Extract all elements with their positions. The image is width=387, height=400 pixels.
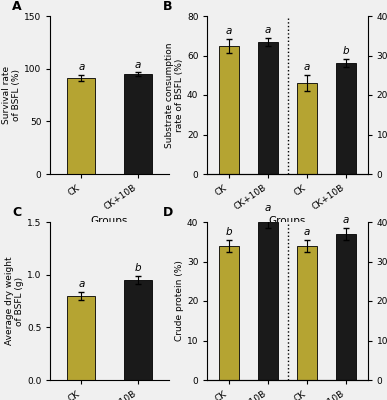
Text: b: b	[226, 227, 232, 237]
Text: b: b	[134, 263, 141, 273]
Bar	[336, 234, 356, 380]
Text: a: a	[304, 227, 310, 237]
Text: a: a	[265, 203, 271, 213]
Bar	[123, 74, 152, 174]
Bar	[297, 246, 317, 380]
Text: a: a	[265, 25, 271, 35]
Y-axis label: Substrate consumption
rate of BSFL (%): Substrate consumption rate of BSFL (%)	[165, 42, 184, 148]
Text: D: D	[163, 206, 173, 219]
Bar	[297, 83, 317, 174]
Text: a: a	[343, 215, 349, 225]
Text: a: a	[78, 279, 84, 289]
Y-axis label: Crude protein (%): Crude protein (%)	[175, 260, 184, 342]
Text: b: b	[343, 46, 349, 56]
Bar	[336, 63, 356, 174]
Text: C: C	[12, 206, 22, 219]
Text: a: a	[226, 26, 232, 36]
Bar	[258, 42, 278, 174]
Y-axis label: Average dry weight
of BSFL (g): Average dry weight of BSFL (g)	[5, 257, 24, 345]
Bar	[67, 78, 96, 174]
Bar	[219, 246, 239, 380]
X-axis label: Groups: Groups	[269, 216, 306, 226]
Text: a: a	[78, 62, 84, 72]
Bar	[258, 222, 278, 380]
Text: A: A	[12, 0, 22, 13]
Bar	[67, 296, 96, 380]
Text: a: a	[135, 60, 141, 70]
X-axis label: Groups: Groups	[91, 216, 128, 226]
Y-axis label: Survival rate
of BSFL (%): Survival rate of BSFL (%)	[2, 66, 21, 124]
Bar	[219, 46, 239, 174]
Bar	[123, 280, 152, 380]
Text: a: a	[304, 62, 310, 72]
Text: B: B	[163, 0, 172, 13]
